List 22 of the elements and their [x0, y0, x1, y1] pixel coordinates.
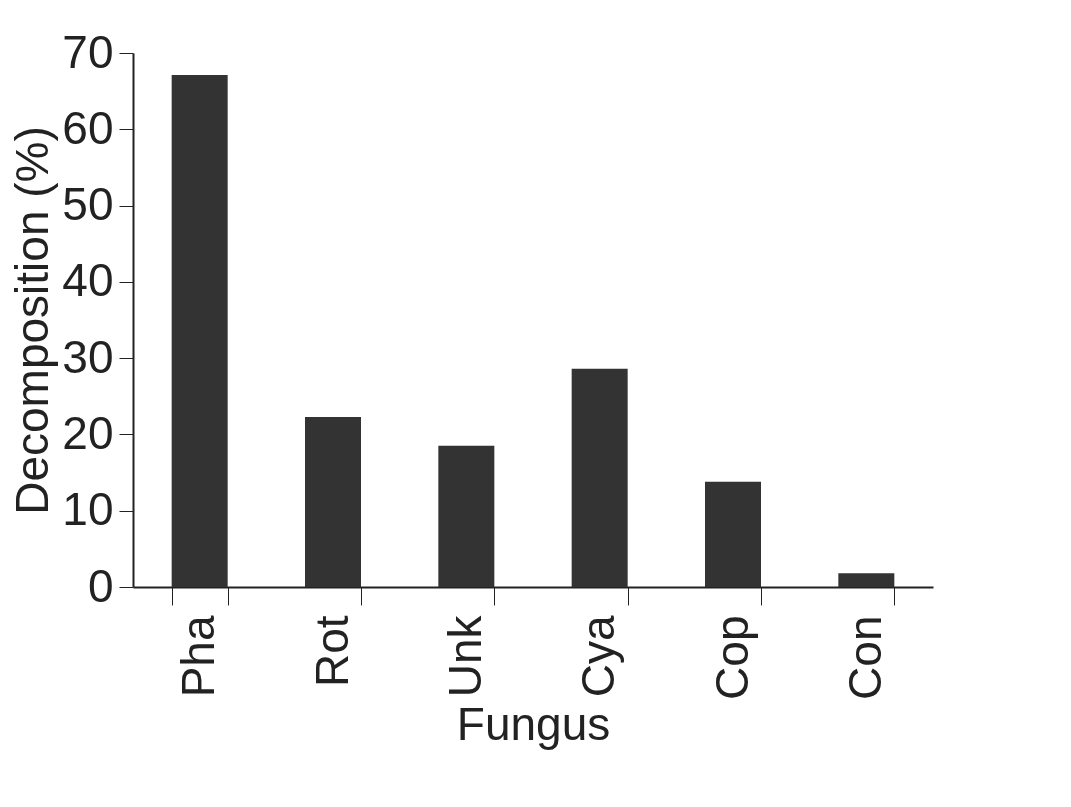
- bar: [438, 445, 495, 587]
- x-tick-label: Con: [838, 615, 891, 700]
- x-tick-label: Unk: [438, 614, 491, 698]
- bar: [171, 75, 228, 587]
- y-axis-title: Decomposition (%): [6, 126, 59, 515]
- y-tick-label: 0: [87, 559, 114, 612]
- y-tick-label: 30: [62, 330, 114, 383]
- x-tick-label: Rot: [305, 615, 358, 688]
- y-tick-label: 70: [62, 25, 114, 78]
- x-axis-title: Fungus: [456, 697, 611, 750]
- x-tick-label: Cop: [705, 615, 758, 700]
- bar: [838, 573, 895, 587]
- y-tick-label: 50: [62, 178, 114, 231]
- x-tick-label: Pha: [172, 615, 225, 698]
- y-tick-label: 40: [62, 254, 114, 307]
- y-tick-label: 60: [62, 101, 114, 154]
- y-tick-label: 20: [62, 406, 114, 459]
- bar: [705, 481, 761, 587]
- bar: [305, 416, 361, 587]
- x-tick-label: Cya: [572, 615, 625, 698]
- y-tick-label: 10: [62, 483, 114, 536]
- bar: [571, 368, 628, 587]
